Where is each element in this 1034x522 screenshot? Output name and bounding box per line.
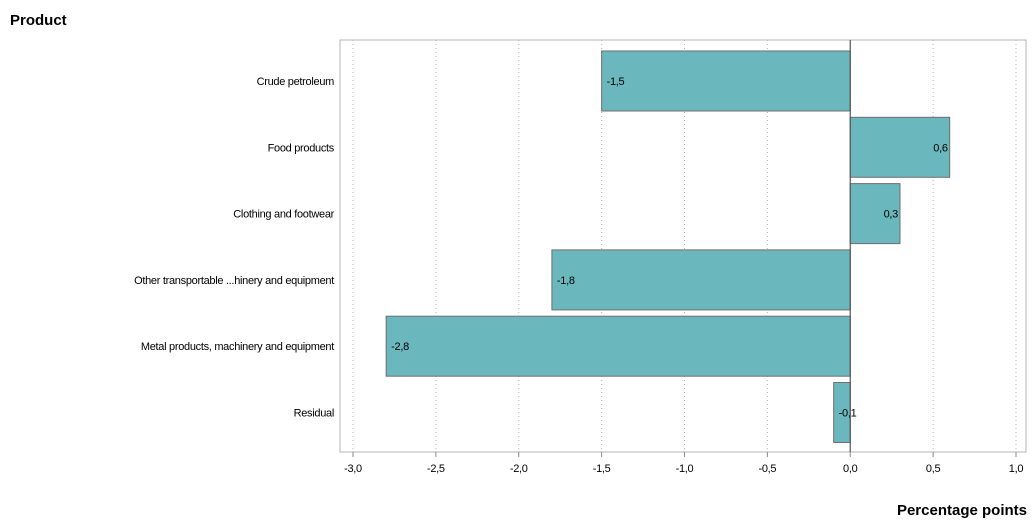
x-tick-label: 0,0 [843, 463, 858, 475]
bar [849, 183, 901, 245]
bar [849, 116, 951, 178]
category-label: Residual [294, 408, 334, 420]
category-label: Food products [268, 142, 335, 154]
category-label: Clothing and footwear [233, 209, 334, 221]
x-tick-label: -0,5 [758, 463, 776, 475]
bars: -1,5 0,6 0,3 -1,8 -2,8 -0,1 [385, 50, 951, 443]
data-label: -1,5 [607, 76, 625, 88]
data-label: 0,6 [933, 142, 948, 154]
category-labels: Crude petroleum Food products Clothing and… [134, 76, 335, 420]
data-label: 0,3 [884, 209, 899, 221]
x-tick-label: -2,5 [427, 463, 445, 475]
category-label: Crude petroleum [257, 76, 335, 88]
x-axis-title: Percentage points [897, 502, 1027, 519]
data-label: -1,8 [557, 275, 575, 287]
bar [601, 50, 851, 112]
category-label: Other transportable ...hinery and equipm… [134, 275, 334, 287]
data-label: -0,1 [839, 408, 857, 420]
x-tick-label: 1,0 [1009, 463, 1024, 475]
plot-frame [339, 39, 1027, 453]
x-tick-label: -1,0 [676, 463, 694, 475]
x-tick-label: -3,0 [344, 463, 362, 475]
x-tick-label: -2,0 [510, 463, 528, 475]
bar [551, 249, 851, 311]
category-label: Metal products, machinery and equipment [141, 341, 334, 353]
x-tick-labels: -3,0 -2,5 -2,0 -1,5 -1,0 -0,5 0,0 0,5 1,0 [344, 452, 1024, 475]
y-axis-title: Product [10, 12, 67, 29]
x-tick-label: 0,5 [926, 463, 941, 475]
bar [385, 315, 851, 377]
x-tick-label: -1,5 [593, 463, 611, 475]
data-label: -2,8 [391, 341, 409, 353]
